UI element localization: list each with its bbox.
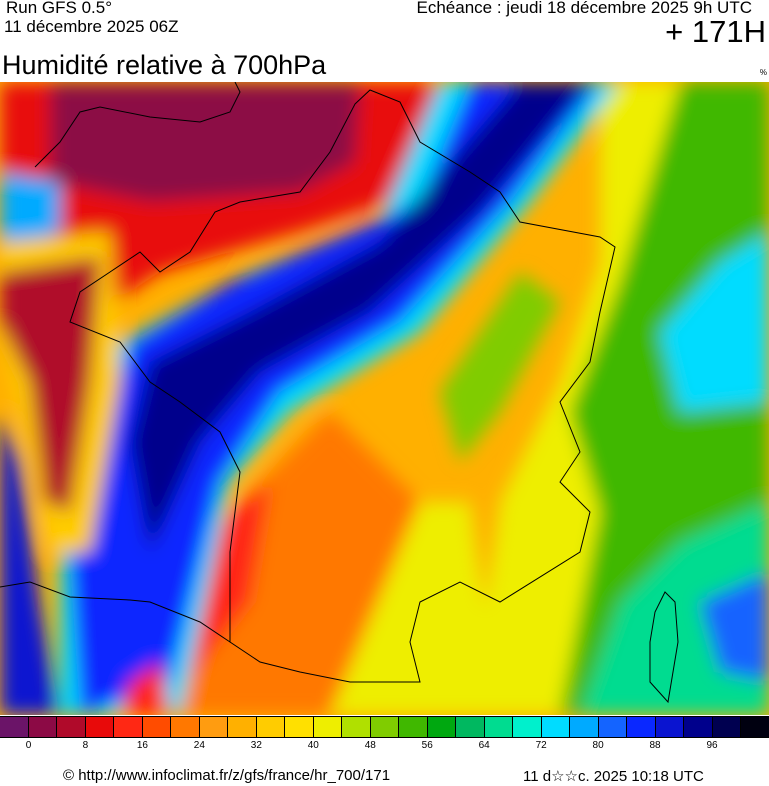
zone-central-green [440, 272, 560, 462]
legend-tick-label: 8 [82, 740, 89, 751]
legend-tick-label: 40 [307, 740, 319, 751]
generated-time: 11 d☆☆c. 2025 10:18 UTC [523, 768, 704, 785]
legend-tick-label: 56 [421, 740, 433, 751]
france-coastline [69, 89, 616, 683]
legend-swatch [284, 717, 313, 737]
legend-tick-label: 0 [25, 740, 32, 751]
legend-tick-label: 32 [250, 740, 262, 751]
corsica-coastline [649, 591, 679, 704]
legend-swatch [683, 717, 712, 737]
valid-time: Echéance : jeudi 18 décembre 2025 9h UTC [416, 0, 752, 17]
legend-tick-label: 16 [136, 740, 148, 751]
spain-border [0, 581, 231, 643]
legend-tick-label: 96 [706, 740, 718, 751]
legend-swatch [84, 717, 114, 737]
humidity-map [0, 82, 769, 715]
legend-tick-labels: 0 8 16 24 32 40 48 56 64 72 80 88 96 [0, 740, 769, 754]
legend-tick-label: 48 [364, 740, 376, 751]
zone-northwest-cyan [0, 172, 60, 252]
legend-swatch [56, 717, 85, 737]
color-scale-legend [0, 716, 769, 738]
zone-front-blue [70, 82, 600, 715]
map-title: Humidité relative à 700hPa [2, 50, 327, 80]
unit-label: % [759, 68, 767, 77]
legend-swatch [198, 717, 228, 737]
source-credit: © http://www.infoclimat.fr/z/gfs/france/… [63, 767, 391, 784]
zone-east-cyan [660, 232, 769, 412]
legend-swatch [740, 717, 769, 737]
zone-sw-orange [180, 412, 420, 715]
legend-swatch [483, 717, 513, 737]
legend-swatch [654, 717, 684, 737]
legend-swatch [597, 717, 627, 737]
legend-swatch [398, 717, 427, 737]
legend-swatch [141, 717, 171, 737]
zone-north-maroon [50, 82, 360, 202]
legend-swatch [312, 717, 342, 737]
zone-sw-tip-red [120, 662, 170, 715]
legend-swatch [170, 717, 199, 737]
legend-swatch [369, 717, 399, 737]
legend-tick-label: 88 [649, 740, 661, 751]
legend-swatch [569, 717, 598, 737]
lead-time: + 171H [665, 14, 766, 49]
legend-swatch [113, 717, 142, 737]
zone-se-blue [700, 572, 769, 682]
legend-tick-label: 64 [478, 740, 490, 751]
legend-swatch [0, 717, 28, 737]
england-coastline [34, 82, 241, 168]
run-date: 11 décembre 2025 06Z [4, 17, 179, 36]
zone-front-darkblue [130, 82, 590, 552]
legend-swatch [512, 717, 541, 737]
legend-tick-label: 24 [193, 740, 205, 751]
legend-swatch [426, 717, 456, 737]
legend-swatch [455, 717, 484, 737]
run-label: Run GFS 0.5° [6, 0, 113, 17]
legend-swatch [341, 717, 370, 737]
zone-west-tongue-red [0, 257, 100, 512]
legend-swatch [255, 717, 285, 737]
legend-swatch [626, 717, 655, 737]
legend-swatch [227, 717, 256, 737]
legend-swatch [711, 717, 741, 737]
legend-tick-label: 80 [592, 740, 604, 751]
legend-swatch [27, 717, 57, 737]
zone-far-west-blue [0, 412, 60, 715]
legend-tick-label: 72 [535, 740, 547, 751]
legend-swatch [540, 717, 570, 737]
